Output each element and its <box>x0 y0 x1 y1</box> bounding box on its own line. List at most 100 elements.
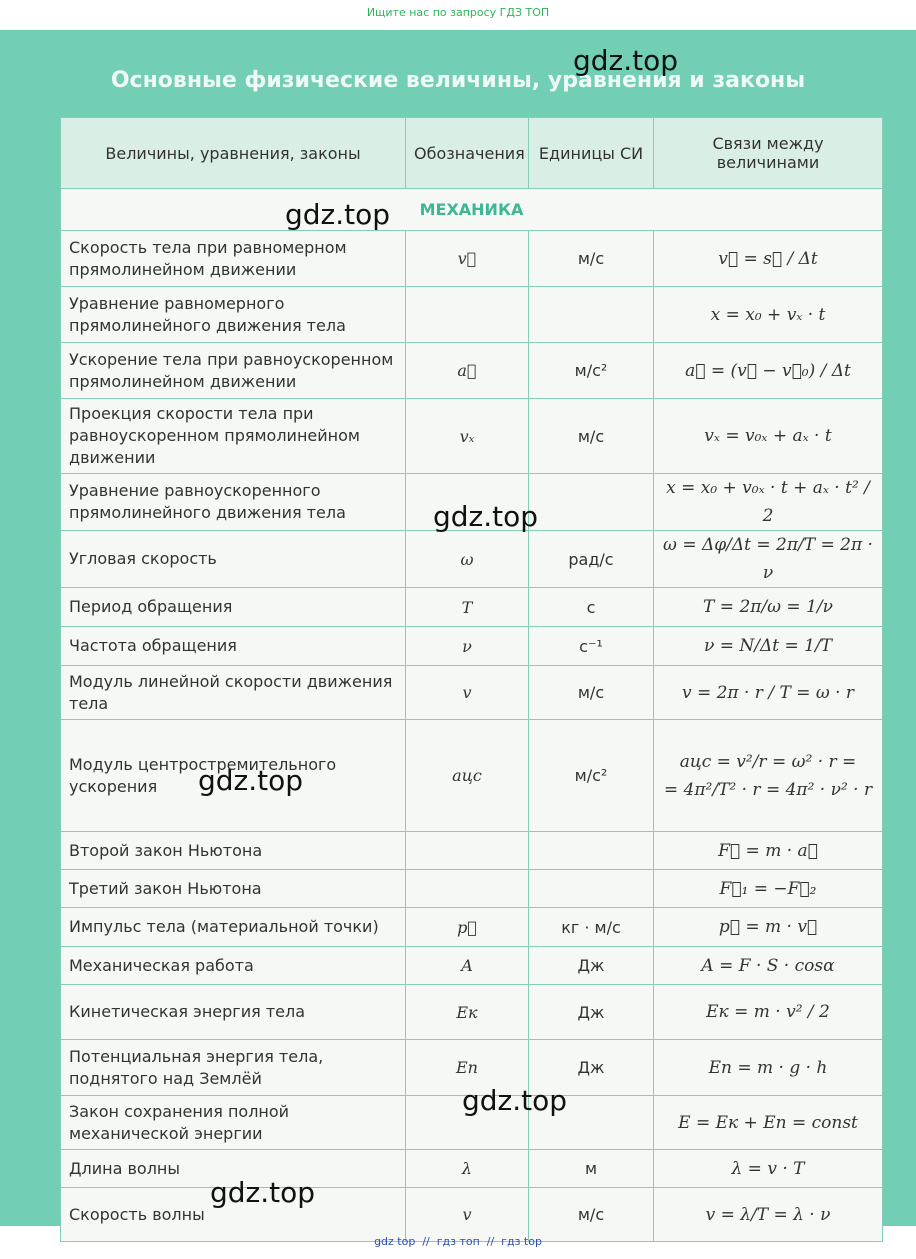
cell: Модуль линейной скорости движения тела <box>60 665 406 720</box>
table-row: Механическая работа A Дж A = F · S · cosα <box>60 946 883 985</box>
table-row: Уравнение равноускоренного прямолинейног… <box>60 473 883 531</box>
formula-line: = 4π²/T² · r = 4π² · ν² · r <box>663 779 873 800</box>
cell: ν = N/Δt = 1/T <box>653 626 883 666</box>
cell: Eп = m · g · h <box>653 1039 883 1096</box>
cell: м/с² <box>528 342 654 399</box>
cell: Уравнение равноускоренного прямолинейног… <box>60 473 406 531</box>
cell: λ <box>405 1149 529 1188</box>
cell: Проекция скорости тела при равноускоренн… <box>60 398 406 474</box>
watermark: gdz.top <box>198 764 304 797</box>
table-row: Проекция скорости тела при равноускоренн… <box>60 398 883 474</box>
table-row: Кинетическая энергия тела Eк Дж Eк = m · v²… <box>60 984 883 1040</box>
table-row: Закон сохранения полной механической эне… <box>60 1095 883 1150</box>
cell: p⃗ = m · v⃗ <box>653 907 883 947</box>
header-cell: Обозначения <box>405 117 529 189</box>
table-row: Модуль центростремительного ускорения aцс… <box>60 719 883 832</box>
cell: v <box>405 665 529 720</box>
watermark: gdz.top <box>462 1084 568 1117</box>
watermark: gdz.top <box>433 500 539 533</box>
cell <box>405 831 529 870</box>
cell: vₓ = v₀ₓ + aₓ · t <box>653 398 883 474</box>
cell: м/с² <box>528 719 654 832</box>
cell: vₓ <box>405 398 529 474</box>
cell: Механическая работа <box>60 946 406 985</box>
cell <box>528 1095 654 1150</box>
cell: кг · м/с <box>528 907 654 947</box>
cell: м/с <box>528 1187 654 1242</box>
cell: Угловая скорость <box>60 530 406 588</box>
cell: Уравнение равномерного прямолинейного дв… <box>60 286 406 343</box>
table: Величины, уравнения, законы Обозначения Ед… <box>60 117 883 1242</box>
cell <box>405 1095 529 1150</box>
cell: aцс <box>405 719 529 832</box>
cell: Импульс тела (материальной точки) <box>60 907 406 947</box>
cell: Eп <box>405 1039 529 1096</box>
cell: λ = v · T <box>653 1149 883 1188</box>
cell <box>528 286 654 343</box>
cell: Скорость волны <box>60 1187 406 1242</box>
cell: T <box>405 587 529 627</box>
cell: рад/с <box>528 530 654 588</box>
table-row: Второй закон Ньютона F⃗ = m · a⃗ <box>60 831 883 870</box>
cell: Дж <box>528 946 654 985</box>
cell <box>528 831 654 870</box>
cell: p⃗ <box>405 907 529 947</box>
cell: Дж <box>528 984 654 1040</box>
cell: Скорость тела при равномерном прямолиней… <box>60 230 406 287</box>
cell: v⃗ <box>405 230 529 287</box>
cell: с <box>528 587 654 627</box>
cell: Модуль центростремительного ускорения <box>60 719 406 832</box>
cell: a⃗ <box>405 342 529 399</box>
cell: Закон сохранения полной механической эне… <box>60 1095 406 1150</box>
cell: Длина волны <box>60 1149 406 1188</box>
table-row: Импульс тела (материальной точки) p⃗ кг · … <box>60 907 883 947</box>
cell: aцс = v²/r = ω² · r = = 4π²/T² · r = 4π² … <box>653 719 883 832</box>
cell: Частота обращения <box>60 626 406 666</box>
section-title: МЕХАНИКА <box>60 188 883 231</box>
table-row: Скорость тела при равномерном прямолиней… <box>60 230 883 287</box>
top-note: Ищите нас по запросу ГДЗ ТОП <box>366 6 550 19</box>
cell: E = Eк + Eп = const <box>653 1095 883 1150</box>
section-row: МЕХАНИКА <box>60 188 883 231</box>
cell: м <box>528 1149 654 1188</box>
table-row: Потенциальная энергия тела, поднятого на… <box>60 1039 883 1096</box>
cell: ν <box>405 626 529 666</box>
table-row: Третий закон Ньютона F⃗₁ = −F⃗₂ <box>60 869 883 908</box>
table-row: Уравнение равномерного прямолинейного дв… <box>60 286 883 343</box>
cell: T = 2π/ω = 1/ν <box>653 587 883 627</box>
cell <box>405 286 529 343</box>
table-row: Модуль линейной скорости движения тела v м… <box>60 665 883 720</box>
cell: Eк = m · v² / 2 <box>653 984 883 1040</box>
table-row: Скорость волны v м/с v = λ/T = λ · ν <box>60 1187 883 1242</box>
formula-line: aцс = v²/r = ω² · r = <box>679 751 857 772</box>
cell: x = x₀ + vₓ · t <box>653 286 883 343</box>
table-row: Ускорение тела при равноускоренном прямо… <box>60 342 883 399</box>
cell: v⃗ = s⃗ / Δt <box>653 230 883 287</box>
cell <box>528 869 654 908</box>
cell: F⃗₁ = −F⃗₂ <box>653 869 883 908</box>
cell: Дж <box>528 1039 654 1096</box>
watermark: gdz.top <box>285 198 391 231</box>
cell: ω <box>405 530 529 588</box>
header-cell: Единицы СИ <box>528 117 654 189</box>
cell: Eк <box>405 984 529 1040</box>
header-row: Величины, уравнения, законы Обозначения Ед… <box>60 117 883 189</box>
cell: м/с <box>528 665 654 720</box>
cell: Третий закон Ньютона <box>60 869 406 908</box>
cell: м/с <box>528 230 654 287</box>
header-cell: Связи между величинами <box>653 117 883 189</box>
table-row: Угловая скорость ω рад/с ω = Δφ/Δt = 2π/T =… <box>60 530 883 588</box>
cell: F⃗ = m · a⃗ <box>653 831 883 870</box>
cell: Ускорение тела при равноускоренном прямо… <box>60 342 406 399</box>
cell: v <box>405 1187 529 1242</box>
cell: Второй закон Ньютона <box>60 831 406 870</box>
cell: Кинетическая энергия тела <box>60 984 406 1040</box>
cell: с⁻¹ <box>528 626 654 666</box>
cell: v = 2π · r / T = ω · r <box>653 665 883 720</box>
cell <box>528 473 654 531</box>
cell: A = F · S · cosα <box>653 946 883 985</box>
table-row: Частота обращения ν с⁻¹ ν = N/Δt = 1/T <box>60 626 883 666</box>
watermark: gdz.top <box>210 1176 316 1209</box>
